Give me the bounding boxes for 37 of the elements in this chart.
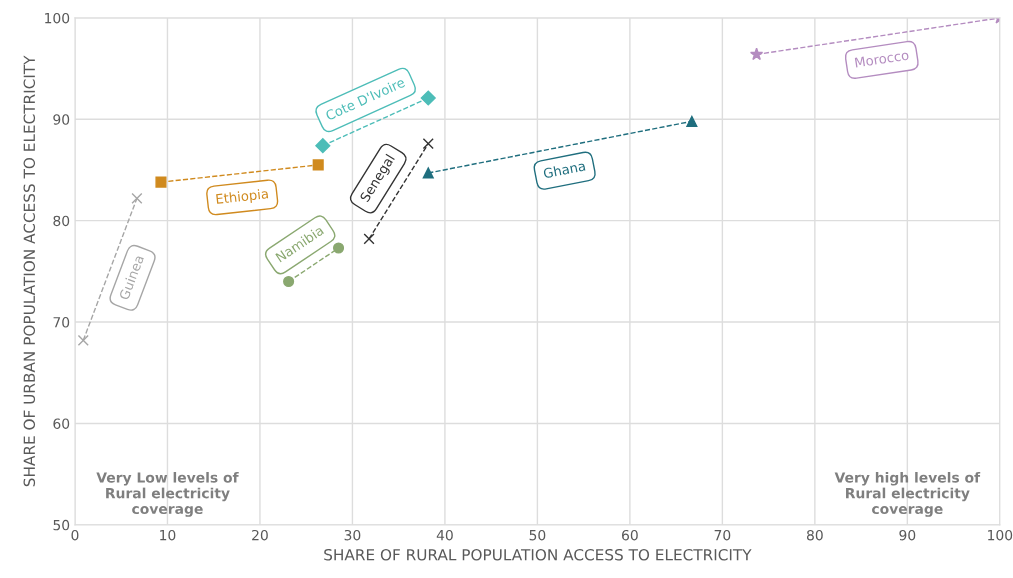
x-tick-label: 80 bbox=[806, 529, 823, 541]
point bbox=[422, 167, 434, 179]
point bbox=[422, 138, 434, 150]
annotation: Very Low levels of Rural electricity coverage bbox=[96, 471, 239, 517]
text: Ethiopia bbox=[216, 188, 269, 207]
text: Ghana bbox=[543, 160, 586, 179]
point bbox=[363, 233, 375, 245]
point bbox=[155, 176, 167, 188]
x-tick-label: 60 bbox=[622, 529, 638, 541]
point bbox=[420, 90, 436, 106]
x-tick-label: 70 bbox=[714, 529, 731, 541]
annotation: Very high levels of Rural electricity coverage bbox=[834, 471, 981, 517]
point bbox=[283, 275, 295, 288]
x-tick-label: 90 bbox=[899, 529, 916, 541]
point bbox=[77, 334, 89, 346]
point bbox=[312, 159, 324, 171]
x-tick-label: 30 bbox=[344, 529, 361, 541]
y-tick-label: 80 bbox=[53, 215, 70, 227]
point bbox=[686, 115, 698, 127]
point bbox=[131, 192, 143, 204]
point bbox=[315, 138, 331, 154]
y-tick-label: 100 bbox=[45, 12, 70, 24]
point bbox=[749, 47, 764, 61]
x-tick-label: 10 bbox=[160, 529, 176, 541]
y-tick-label: 90 bbox=[53, 114, 70, 125]
x-tick-label: 100 bbox=[988, 529, 1013, 541]
y-tick-label: 50 bbox=[53, 519, 70, 531]
y-tick-label: 60 bbox=[53, 418, 70, 429]
y-tick-label: 70 bbox=[53, 317, 70, 328]
x-tick-label: 50 bbox=[529, 529, 546, 541]
text: Morocco bbox=[854, 50, 909, 68]
x-tick-label: 20 bbox=[252, 529, 268, 541]
y-axis-title: SHARE OF URBAN POPULATION ACCESS TO ELECTRICITY bbox=[23, 55, 36, 487]
x-axis-title: SHARE OF RURAL POPULATION ACCESS TO ELECTRICITY bbox=[324, 548, 752, 561]
x-tick-label: 0 bbox=[71, 529, 79, 541]
point bbox=[332, 242, 345, 254]
x-tick-label: 40 bbox=[436, 529, 453, 541]
